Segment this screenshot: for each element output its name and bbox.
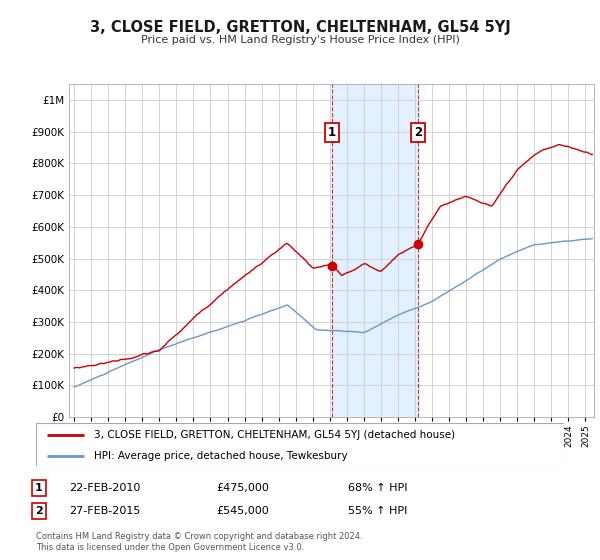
Bar [332, 84, 418, 417]
Text: 2: 2 [35, 506, 43, 516]
Text: 22-FEB-2010: 22-FEB-2010 [69, 483, 140, 493]
Text: 55% ↑ HPI: 55% ↑ HPI [348, 506, 407, 516]
Text: £545,000: £545,000 [216, 506, 269, 516]
Text: 2: 2 [413, 126, 422, 139]
Text: 27-FEB-2015: 27-FEB-2015 [69, 506, 140, 516]
Text: Price paid vs. HM Land Registry's House Price Index (HPI): Price paid vs. HM Land Registry's House … [140, 35, 460, 45]
Text: £475,000: £475,000 [216, 483, 269, 493]
Text: 68% ↑ HPI: 68% ↑ HPI [348, 483, 407, 493]
Text: 3, CLOSE FIELD, GRETTON, CHELTENHAM, GL54 5YJ (detached house): 3, CLOSE FIELD, GRETTON, CHELTENHAM, GL5… [94, 430, 455, 440]
Text: HPI: Average price, detached house, Tewkesbury: HPI: Average price, detached house, Tewk… [94, 451, 348, 461]
Text: 1: 1 [328, 126, 336, 139]
Text: 1: 1 [35, 483, 43, 493]
Text: 3, CLOSE FIELD, GRETTON, CHELTENHAM, GL54 5YJ: 3, CLOSE FIELD, GRETTON, CHELTENHAM, GL5… [89, 20, 511, 35]
Text: Contains HM Land Registry data © Crown copyright and database right 2024.: Contains HM Land Registry data © Crown c… [36, 532, 362, 541]
Text: This data is licensed under the Open Government Licence v3.0.: This data is licensed under the Open Gov… [36, 543, 304, 552]
